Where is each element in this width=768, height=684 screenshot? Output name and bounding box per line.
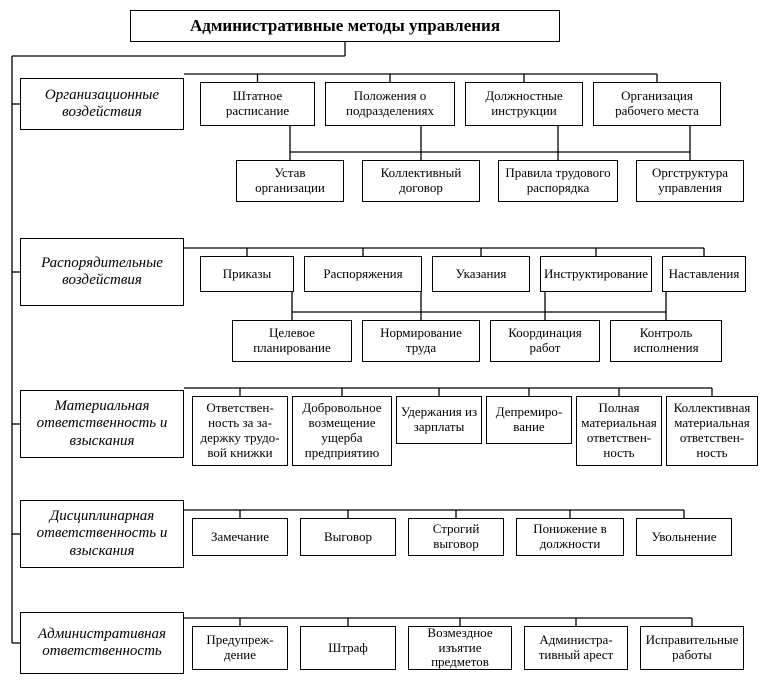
- category-disp: Распорядитель­ные воздействия: [20, 238, 184, 306]
- item-staff_schedule: Штатное расписание: [200, 82, 315, 126]
- item-org_structure: Оргструктура управления: [636, 160, 744, 202]
- item-guidance: Наставле­ния: [662, 256, 746, 292]
- item-full_liability: Полная материальная ответствен­ность: [576, 396, 662, 466]
- item-orders: Приказы: [200, 256, 294, 292]
- item-remark: Замечание: [192, 518, 288, 556]
- item-job_descriptions: Должностные инструкции: [465, 82, 583, 126]
- category-mat: Материальная ответственность и взыскания: [20, 390, 184, 458]
- item-voluntary_comp: Доброволь­ное возмещение ущерба предприя…: [292, 396, 392, 466]
- category-disc: Дисциплинарная ответственность и взыскан…: [20, 500, 184, 568]
- item-instructions: Указания: [432, 256, 530, 292]
- item-debonus: Депремиро­вание: [486, 396, 572, 444]
- item-s_reprimand: Строгий выговор: [408, 518, 504, 556]
- item-labor_norm: Нормирование труда: [362, 320, 480, 362]
- item-workplace_org: Организация рабочего места: [593, 82, 721, 126]
- item-directives: Распоряжения: [304, 256, 422, 292]
- item-collective_agmt: Коллективный договор: [362, 160, 480, 202]
- item-corr_works: Исправитель­ные работы: [640, 626, 744, 670]
- category-admin: Администра­тивная ответствен­ность: [20, 612, 184, 674]
- item-arrest: Администра­тивный арест: [524, 626, 628, 670]
- item-reprimand: Выговор: [300, 518, 396, 556]
- item-wb_liability: Ответствен­ность за за­держку трудо­вой …: [192, 396, 288, 466]
- item-warning: Предупреж­дение: [192, 626, 288, 670]
- item-briefing: Инструктиро­вание: [540, 256, 652, 292]
- item-target_plan: Целевое планирование: [232, 320, 352, 362]
- item-confiscation: Возмездное изъятие предметов: [408, 626, 512, 670]
- title-box: Административные методы управления: [130, 10, 560, 42]
- category-org: Организационные воздействия: [20, 78, 184, 130]
- item-exec_control: Контроль исполнения: [610, 320, 722, 362]
- item-coll_liability: Коллективная материальная ответствен­нос…: [666, 396, 758, 466]
- item-dept_regulations: Положения о подразделениях: [325, 82, 455, 126]
- item-work_coord: Координация работ: [490, 320, 600, 362]
- item-labor_rules: Правила трудо­вого распорядка: [498, 160, 618, 202]
- item-charter: Устав организации: [236, 160, 344, 202]
- item-fine: Штраф: [300, 626, 396, 670]
- diagram-canvas: Административные методы управления Органи…: [0, 0, 768, 684]
- item-salary_deduct: Удержания из зарплаты: [396, 396, 482, 444]
- item-demotion: Понижение в должности: [516, 518, 624, 556]
- item-dismissal: Увольне­ние: [636, 518, 732, 556]
